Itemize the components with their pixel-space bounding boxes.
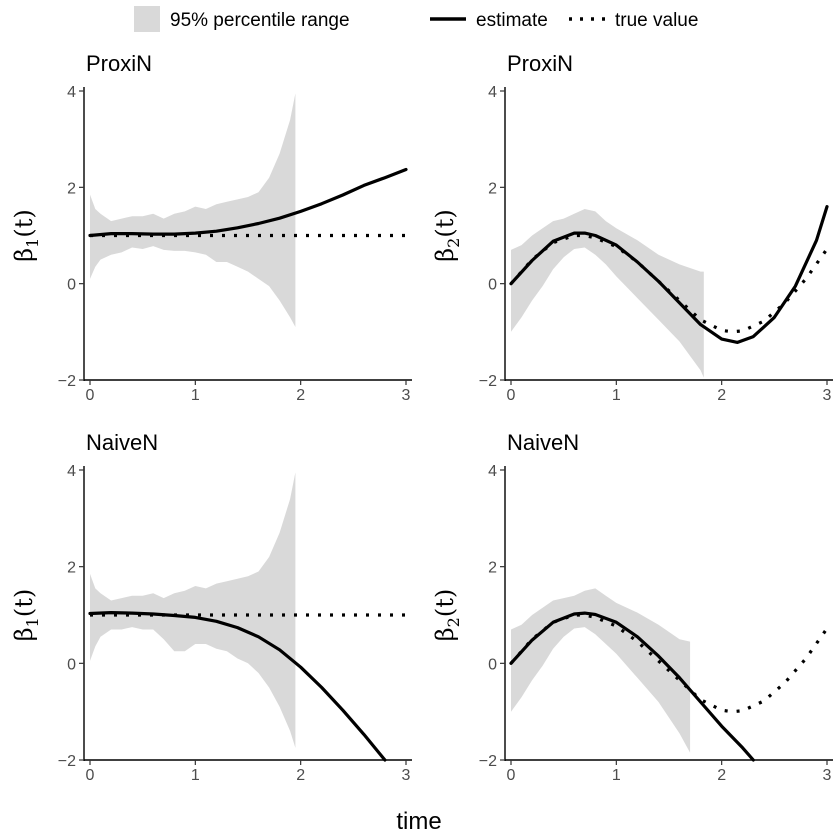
x-tick-label: 3: [402, 767, 411, 784]
true-value-line: [509, 613, 829, 714]
y-axis-title: β1(t): [10, 589, 42, 641]
percentile-band: [511, 588, 691, 753]
percentile-band: [90, 93, 296, 328]
y-axis-title: β2(t): [431, 209, 463, 261]
x-tick-label: 0: [507, 767, 516, 784]
y-tick-label: 0: [488, 656, 497, 673]
panel-4: 0 1 2 3 −2 0 2 4 NaiveN β2(t): [431, 430, 833, 784]
panel-title: ProxiN: [86, 51, 152, 76]
panel-title: ProxiN: [507, 51, 573, 76]
x-tick-label: 3: [402, 387, 411, 404]
legend-true-label: true value: [615, 10, 698, 31]
x-tick-label: 2: [717, 767, 726, 784]
panel-2: 0 1 2 3 −2 0 2 4 ProxiN β2(t): [431, 51, 833, 404]
x-tick-label: 1: [191, 767, 200, 784]
x-tick-label: 3: [823, 387, 832, 404]
x-tick-label: 0: [86, 767, 95, 784]
x-axis-title: time: [396, 808, 441, 835]
estimate-line: [509, 205, 829, 344]
y-tick-label: 0: [67, 277, 76, 294]
percentile-band: [511, 209, 704, 378]
y-tick-label: −2: [58, 373, 76, 390]
panel-title: NaiveN: [86, 430, 158, 455]
x-tick-label: 1: [612, 767, 621, 784]
estimate-line: [88, 167, 408, 238]
y-tick-label: 0: [488, 277, 497, 294]
legend: 95% percentile range estimate true value: [134, 6, 698, 32]
y-tick-label: 2: [67, 560, 76, 577]
x-tick-label: 2: [296, 767, 305, 784]
y-axis-title: β1(t): [10, 209, 42, 261]
percentile-band: [90, 472, 296, 748]
legend-band-label: 95% percentile range: [170, 10, 350, 31]
y-tick-label: 4: [488, 84, 497, 101]
panel-title: NaiveN: [507, 430, 579, 455]
x-tick-label: 2: [296, 387, 305, 404]
y-tick-label: 2: [488, 560, 497, 577]
panel-3: 0 1 2 3 −2 0 2 4 NaiveN β1(t): [10, 430, 412, 784]
x-tick-label: 0: [86, 387, 95, 404]
panel-1: 0 1 2 3 −2 0 2 4 ProxiN β1(t): [10, 51, 412, 404]
y-tick-label: 2: [67, 180, 76, 197]
y-tick-label: 4: [488, 463, 497, 480]
true-value-line: [509, 233, 829, 334]
y-tick-label: −2: [479, 373, 497, 390]
y-axis-title: β2(t): [431, 589, 463, 641]
legend-estimate-label: estimate: [476, 10, 548, 31]
x-tick-label: 1: [612, 387, 621, 404]
x-tick-label: 1: [191, 387, 200, 404]
legend-band-swatch: [134, 6, 160, 32]
x-tick-label: 3: [823, 767, 832, 784]
y-tick-label: 2: [488, 180, 497, 197]
y-tick-label: 0: [67, 656, 76, 673]
y-tick-label: 4: [67, 84, 76, 101]
panels: 0 1 2 3 −2 0 2 4 ProxiN β1(t) 0 1 2 3 −2 0 2 4 ProxiN β2(t)…: [10, 51, 833, 784]
y-tick-label: 4: [67, 463, 76, 480]
y-tick-label: −2: [479, 753, 497, 770]
x-tick-label: 0: [507, 387, 516, 404]
x-tick-label: 2: [717, 387, 726, 404]
y-tick-label: −2: [58, 753, 76, 770]
